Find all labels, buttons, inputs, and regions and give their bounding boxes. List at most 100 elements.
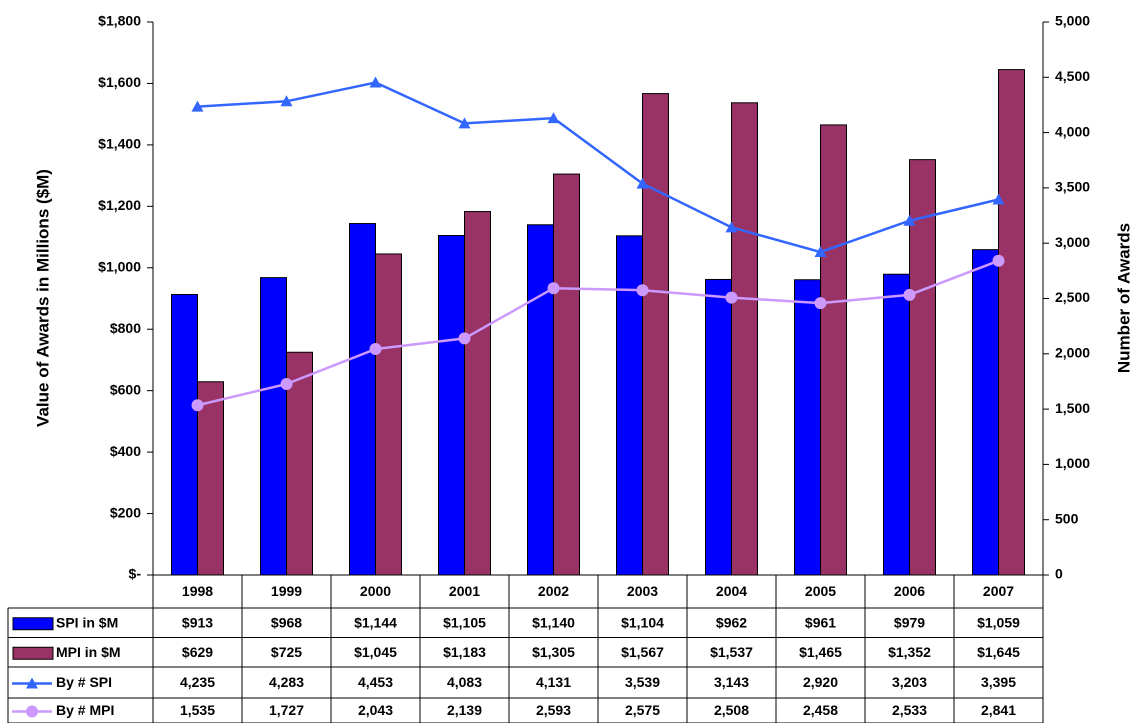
table-value: $725: [271, 644, 302, 660]
table-value: 4,453: [358, 674, 393, 690]
y2-axis-title: Number of Awards: [1114, 223, 1133, 373]
bar: [260, 277, 287, 576]
table-value: 4,283: [269, 674, 304, 690]
table-value: 3,539: [625, 674, 660, 690]
table-value: 1,535: [180, 702, 215, 718]
table-value: $961: [805, 614, 836, 630]
y-tick-label: $600: [110, 381, 141, 397]
y-tick-label: $200: [110, 504, 141, 520]
table-value: $1,059: [977, 614, 1020, 630]
x-tick-label: 2000: [360, 583, 391, 599]
marker: [814, 297, 827, 310]
x-tick-label: 2002: [538, 583, 569, 599]
y2-tick-label: 5,000: [1055, 13, 1090, 29]
marker: [814, 246, 827, 258]
bar: [972, 249, 999, 576]
bar: [553, 173, 580, 576]
table-value: $1,465: [799, 644, 842, 660]
bar: [375, 253, 402, 576]
table-value: $1,567: [621, 644, 664, 660]
legend-label: By # SPI: [56, 674, 112, 690]
x-tick-label: 2005: [805, 583, 836, 599]
legend-key: [12, 646, 54, 660]
x-tick-label: 2003: [627, 583, 658, 599]
y-tick-label: $400: [110, 443, 141, 459]
marker: [280, 377, 293, 390]
table-value: 3,143: [714, 674, 749, 690]
y-tick-label: $1,800: [98, 13, 141, 29]
y2-tick-label: 0: [1055, 566, 1063, 582]
bar: [438, 235, 465, 576]
x-tick-label: 2004: [716, 583, 747, 599]
marker: [458, 117, 471, 129]
marker: [458, 332, 471, 345]
table-value: 2,920: [803, 674, 838, 690]
bar: [909, 159, 936, 576]
table-value: 2,508: [714, 702, 749, 718]
y-tick-label: $1,400: [98, 136, 141, 152]
table-value: $1,105: [443, 614, 486, 630]
x-tick-label: 1999: [271, 583, 302, 599]
bar: [171, 294, 198, 576]
table-value: $1,104: [621, 614, 664, 630]
table-value: 4,083: [447, 674, 482, 690]
bar: [998, 69, 1025, 576]
table-value: $968: [271, 614, 302, 630]
legend-key: [26, 677, 38, 689]
y-tick-label: $800: [110, 320, 141, 336]
table-value: 2,043: [358, 702, 393, 718]
table-value: $1,140: [532, 614, 575, 630]
table-value: $1,045: [354, 644, 397, 660]
y-tick-label: $1,200: [98, 197, 141, 213]
y2-tick-label: 3,500: [1055, 179, 1090, 195]
bar: [883, 273, 910, 576]
y-tick-label: $-: [129, 566, 142, 582]
marker: [725, 221, 738, 233]
marker: [725, 291, 738, 304]
bar: [349, 223, 376, 576]
marker: [547, 282, 560, 295]
bar: [794, 279, 821, 576]
y2-tick-label: 3,000: [1055, 234, 1090, 250]
marker: [191, 399, 204, 412]
y2-tick-label: 1,500: [1055, 400, 1090, 416]
bar: [527, 224, 554, 576]
bar: [731, 102, 758, 576]
bar: [820, 124, 847, 576]
table-value: 3,395: [981, 674, 1016, 690]
legend-label: SPI in $M: [56, 614, 118, 630]
legend-label: MPI in $M: [56, 644, 121, 660]
series-line: [197, 81, 999, 254]
x-tick-label: 2006: [894, 583, 925, 599]
legend-label: By # MPI: [56, 702, 114, 718]
legend-key: [12, 617, 54, 631]
x-tick-label: 2001: [449, 583, 480, 599]
marker: [369, 343, 382, 356]
marker: [992, 254, 1005, 267]
table-value: 2,533: [892, 702, 927, 718]
table-value: 2,593: [536, 702, 571, 718]
y2-tick-label: 2,000: [1055, 345, 1090, 361]
y-axis-title: Value of Awards in Millions ($M): [33, 169, 52, 427]
table-value: 1,727: [269, 702, 304, 718]
y2-tick-label: 2,500: [1055, 289, 1090, 305]
table-value: 4,131: [536, 674, 571, 690]
table-value: $1,645: [977, 644, 1020, 660]
table-value: $629: [182, 644, 213, 660]
marker: [280, 95, 293, 107]
y2-tick-label: 4,500: [1055, 68, 1090, 84]
table-value: 3,203: [892, 674, 927, 690]
table-value: $979: [894, 614, 925, 630]
bar: [197, 381, 224, 576]
table-value: 2,458: [803, 702, 838, 718]
marker: [636, 177, 649, 189]
marker: [992, 193, 1005, 205]
marker: [636, 284, 649, 297]
marker: [369, 76, 382, 88]
table-value: $1,183: [443, 644, 486, 660]
table-value: 4,235: [180, 674, 215, 690]
marker: [547, 112, 560, 124]
y-tick-label: $1,000: [98, 258, 141, 274]
series-line: [197, 259, 999, 407]
y2-tick-label: 4,000: [1055, 123, 1090, 139]
